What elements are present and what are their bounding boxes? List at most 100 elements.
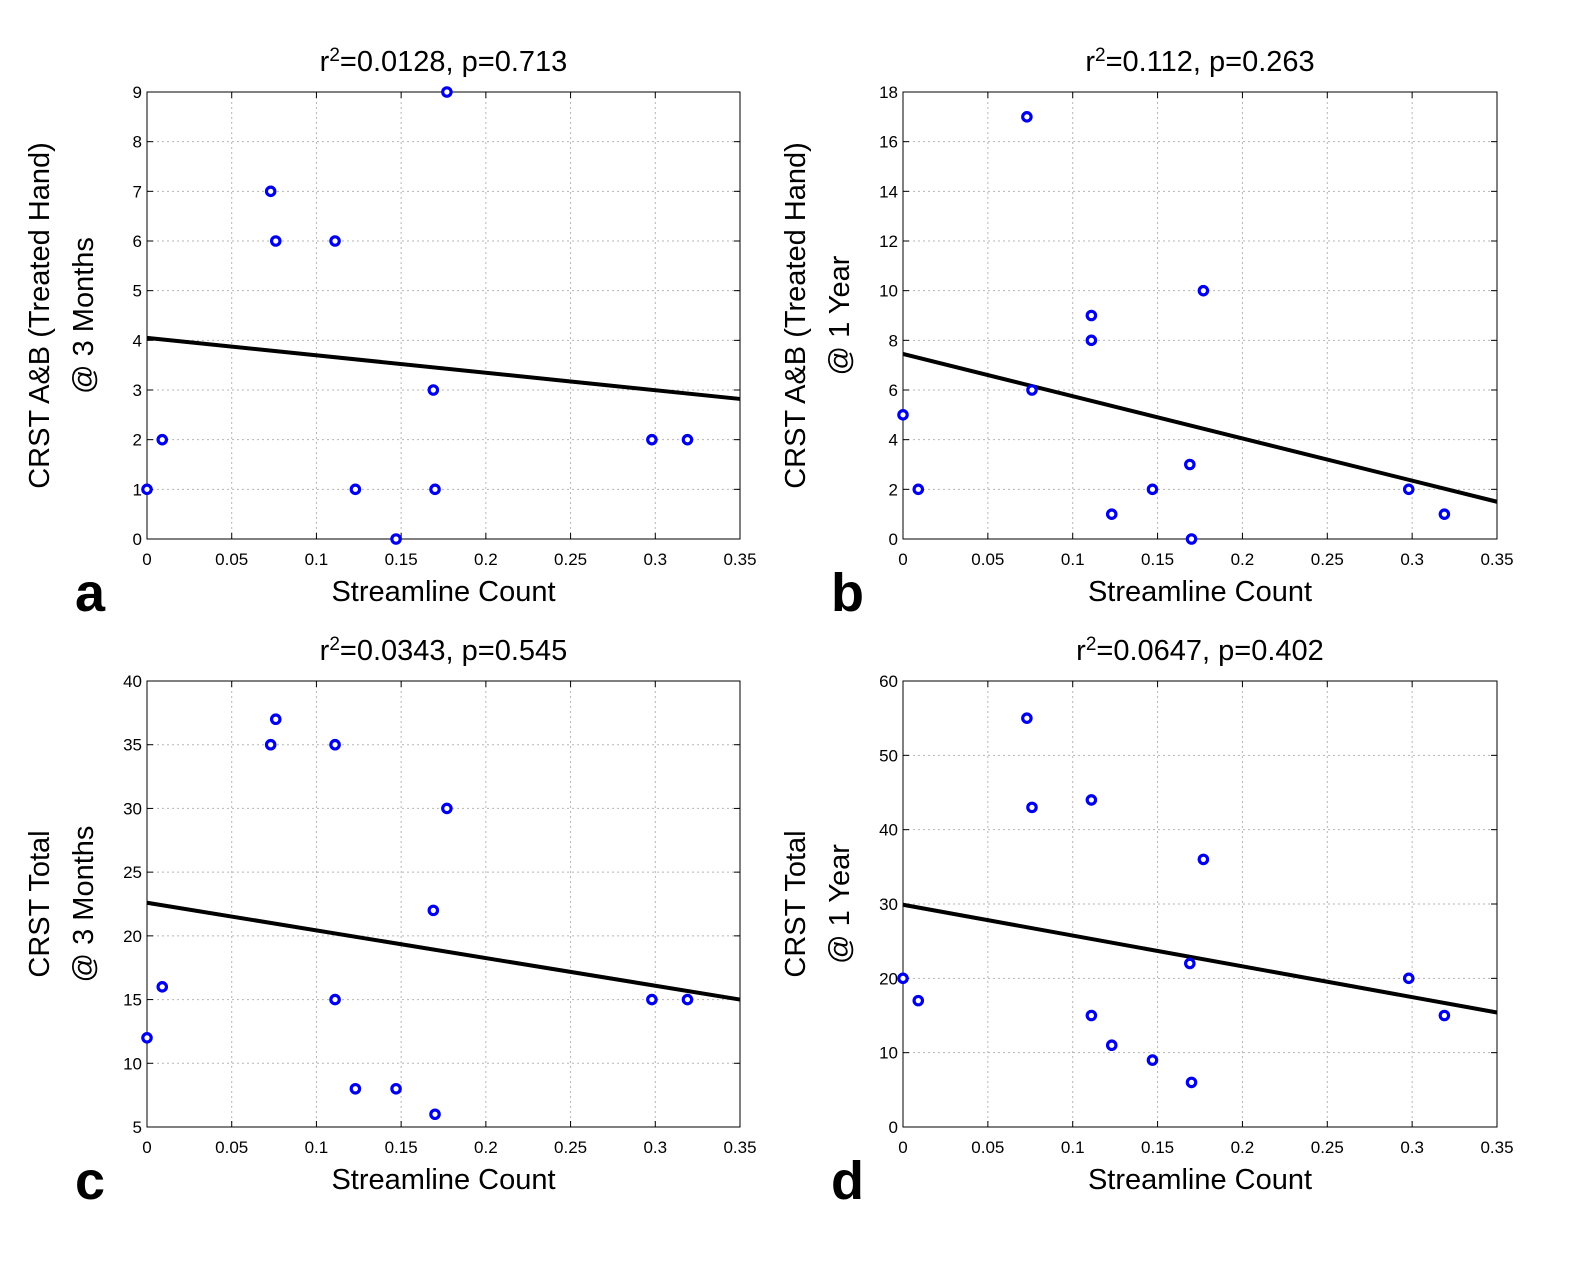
data-point — [646, 993, 658, 1006]
data-point — [349, 483, 362, 496]
y-axis-label-line-2: @ 1 Year — [824, 844, 856, 964]
title-prefix: r — [320, 635, 330, 667]
y-axis-label-line-1: CRST A&B (Treated Hand) — [24, 142, 56, 489]
title-suffix: =0.112, p=0.263 — [1106, 46, 1315, 78]
x-tick-label: 0.15 — [1141, 1138, 1174, 1157]
data-point — [897, 972, 909, 985]
data-point — [264, 185, 277, 198]
y-tick-label: 5 — [133, 282, 142, 301]
x-tick-label: 0.1 — [305, 550, 329, 569]
y-tick-label: 50 — [879, 746, 898, 765]
data-point — [1085, 334, 1098, 347]
data-point — [427, 904, 440, 917]
panel-a: 0 0.05 0.1 0.15 0.2 0.25 0.3 0.350123456789r2=0… — [24, 45, 757, 623]
data-point — [1184, 458, 1196, 471]
x-axis-label: Streamline Count — [331, 576, 555, 608]
data-point — [156, 433, 169, 446]
panel-letter: c — [75, 1151, 105, 1211]
y-tick-label: 3 — [133, 381, 142, 400]
title-prefix: r — [1076, 635, 1086, 667]
x-tick-label: 0.3 — [643, 550, 667, 569]
y-axis-label-line-2: @ 3 Months — [68, 826, 100, 983]
y-tick-label: 0 — [889, 1118, 898, 1137]
axes-frame — [902, 91, 1498, 540]
data-point — [1105, 508, 1118, 520]
y-tick-label: 20 — [879, 969, 898, 988]
data-point — [429, 483, 441, 496]
panel-c: 0 0.05 0.1 0.15 0.2 0.25 0.3 0.35 5 10 15 20 25 30 35 4… — [24, 634, 757, 1211]
data-point — [427, 384, 440, 396]
regression-line — [902, 352, 1498, 504]
y-tick-label: 35 — [123, 736, 142, 755]
axes-frame — [902, 680, 1498, 1128]
data-point — [1402, 483, 1415, 496]
y-axis-label-line-1: CRST Total — [780, 830, 812, 977]
y-tick-label: 6 — [889, 381, 898, 400]
data-point — [1185, 1076, 1198, 1089]
data-point — [1026, 801, 1038, 814]
data-point — [329, 993, 341, 1006]
data-point — [1402, 972, 1415, 985]
data-point — [1197, 284, 1210, 297]
data-point — [156, 981, 169, 993]
y-tick-label: 2 — [889, 480, 898, 499]
x-tick-label: 0.1 — [305, 1138, 329, 1157]
x-tick-label: 0.3 — [1400, 550, 1424, 569]
x-axis-label: Streamline Count — [1088, 576, 1312, 608]
data-point — [141, 483, 153, 496]
title-suffix: =0.0128, p=0.713 — [340, 46, 567, 78]
x-tick-label: 0.25 — [1311, 1138, 1344, 1157]
x-tick-label: 0.05 — [971, 550, 1004, 569]
data-point — [1146, 1054, 1159, 1066]
data-point — [264, 738, 277, 751]
x-tick-label: 0.2 — [1231, 550, 1255, 569]
x-tick-label: 0.2 — [474, 1138, 498, 1157]
x-tick-label: 0.2 — [474, 550, 498, 569]
chart-title: r2=0.112, p=0.263 — [1085, 45, 1314, 78]
y-tick-label: 18 — [879, 83, 898, 102]
x-tick-label: 0.15 — [1141, 550, 1174, 569]
y-axis-label-line-2: @ 3 Months — [68, 237, 100, 394]
regression-line — [146, 335, 741, 401]
data-point — [349, 1082, 362, 1095]
y-axis-label-line-1: CRST Total — [24, 830, 56, 977]
y-tick-label: 25 — [123, 863, 142, 882]
y-tick-label: 30 — [123, 799, 142, 818]
title-prefix: r — [1085, 46, 1095, 78]
y-tick-label: 4 — [133, 331, 142, 350]
y-tick-label: 40 — [879, 821, 898, 840]
data-point — [1085, 309, 1098, 322]
x-axis-label: Streamline Count — [331, 1164, 555, 1196]
x-tick-label: 0.05 — [215, 550, 248, 569]
x-tick-label: 0.35 — [1480, 550, 1513, 569]
x-tick-label: 0.1 — [1061, 1138, 1085, 1157]
data-point — [912, 483, 925, 496]
data-point — [1438, 1009, 1451, 1022]
y-tick-label: 1 — [133, 480, 142, 499]
y-tick-label: 20 — [123, 927, 142, 946]
y-tick-label: 10 — [123, 1054, 142, 1073]
plot-area — [147, 681, 740, 1127]
x-tick-label: 0.35 — [1480, 1138, 1513, 1157]
data-point — [1146, 483, 1159, 496]
data-point — [1085, 1009, 1098, 1022]
data-point — [390, 533, 402, 545]
data-point — [681, 993, 694, 1006]
title-superscript: 2 — [329, 634, 340, 655]
data-point — [1105, 1039, 1118, 1052]
title-prefix: r — [320, 46, 330, 78]
data-point — [1185, 533, 1198, 545]
y-tick-label: 2 — [133, 431, 142, 450]
data-point — [441, 86, 453, 98]
regression-line — [902, 902, 1498, 1015]
y-tick-label: 0 — [133, 530, 142, 549]
plot-area — [147, 92, 740, 539]
x-tick-label: 0.15 — [385, 1138, 418, 1157]
panel-letter: a — [75, 563, 106, 623]
title-suffix: =0.0343, p=0.545 — [340, 635, 567, 667]
y-tick-label: 6 — [133, 232, 142, 251]
y-tick-label: 8 — [133, 133, 142, 152]
y-tick-label: 10 — [879, 1044, 898, 1063]
chart-title: r2=0.0647, p=0.402 — [1076, 634, 1324, 667]
